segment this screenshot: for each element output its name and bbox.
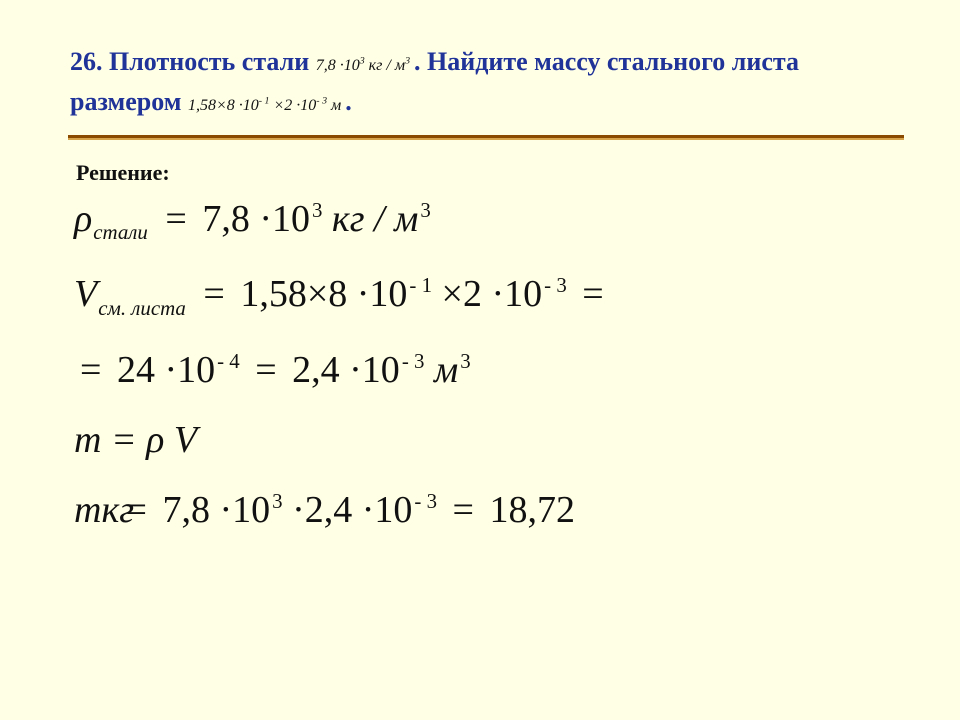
slide: 26. Плотность стали 7,8 ·103 кг / м3 . Н… (0, 0, 960, 720)
title-suffix: . (345, 87, 352, 116)
equation-mass-result: mкг = 7,8 ·103 ·2,4 ·10- 3 = 18,72 (74, 491, 890, 529)
title-divider (68, 135, 904, 140)
title-prefix: 26. Плотность стали (70, 47, 316, 76)
title-density: 7,8 ·103 кг / м3 (316, 57, 414, 74)
equation-volume-1: Vсм. листа = 1,58×8 ·10- 1 ×2 ·10- 3 = (74, 275, 890, 319)
problem-title: 26. Плотность стали 7,8 ·103 кг / м3 . Н… (70, 42, 890, 123)
title-dimensions: 1,58×8 ·10- 1 ×2 ·10- 3 м (188, 97, 345, 114)
equation-density: ρстали = 7,8 ·103 кг / м3 (74, 200, 890, 244)
equation-mass-formula: m = ρ V (74, 421, 890, 459)
equation-volume-2: = 24 ·10- 4 = 2,4 ·10- 3 м3 (74, 351, 890, 389)
solution-label: Решение: (76, 160, 890, 186)
